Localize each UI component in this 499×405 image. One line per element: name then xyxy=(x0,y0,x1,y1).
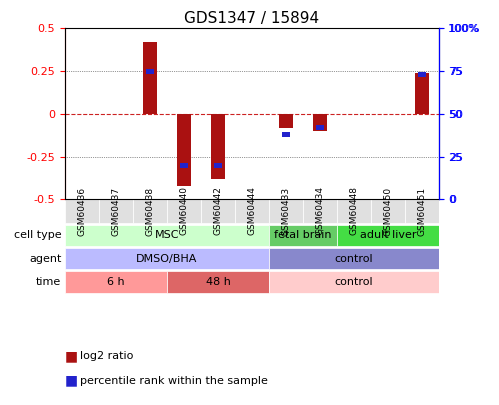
Text: GSM60437: GSM60437 xyxy=(111,186,120,236)
Bar xyxy=(180,162,188,168)
FancyBboxPatch shape xyxy=(99,199,133,223)
Text: ■: ■ xyxy=(65,374,78,388)
Text: GSM60450: GSM60450 xyxy=(384,186,393,236)
FancyBboxPatch shape xyxy=(337,225,439,246)
Text: GSM60433: GSM60433 xyxy=(281,186,290,236)
FancyBboxPatch shape xyxy=(269,199,303,223)
Text: log2 ratio: log2 ratio xyxy=(80,352,133,361)
Bar xyxy=(415,73,429,114)
Bar xyxy=(313,114,327,131)
Text: control: control xyxy=(335,277,373,287)
Text: GSM60448: GSM60448 xyxy=(350,186,359,235)
FancyBboxPatch shape xyxy=(235,199,269,223)
FancyBboxPatch shape xyxy=(269,248,439,269)
Bar xyxy=(418,72,426,77)
FancyBboxPatch shape xyxy=(65,248,269,269)
Text: GSM60440: GSM60440 xyxy=(180,186,189,235)
FancyBboxPatch shape xyxy=(201,199,235,223)
FancyBboxPatch shape xyxy=(167,199,201,223)
Text: fetal brain: fetal brain xyxy=(274,230,332,240)
Text: cell type: cell type xyxy=(14,230,61,240)
FancyBboxPatch shape xyxy=(405,199,439,223)
Text: GSM60438: GSM60438 xyxy=(145,186,154,236)
Text: DMSO/BHA: DMSO/BHA xyxy=(136,254,198,264)
FancyBboxPatch shape xyxy=(65,225,269,246)
Text: 48 h: 48 h xyxy=(206,277,231,287)
FancyBboxPatch shape xyxy=(133,199,167,223)
Text: ■: ■ xyxy=(65,350,78,363)
Bar xyxy=(211,114,225,179)
Bar xyxy=(214,162,222,168)
FancyBboxPatch shape xyxy=(269,225,337,246)
FancyBboxPatch shape xyxy=(65,199,99,223)
Title: GDS1347 / 15894: GDS1347 / 15894 xyxy=(185,11,319,26)
Text: adult liver: adult liver xyxy=(360,230,416,240)
Text: GSM60451: GSM60451 xyxy=(418,186,427,236)
Bar xyxy=(146,68,154,74)
Text: 6 h: 6 h xyxy=(107,277,125,287)
FancyBboxPatch shape xyxy=(167,271,269,292)
Text: GSM60442: GSM60442 xyxy=(214,187,223,235)
Text: GSM60444: GSM60444 xyxy=(248,187,256,235)
Bar xyxy=(282,132,290,137)
Bar xyxy=(177,114,191,185)
Text: GSM60434: GSM60434 xyxy=(315,186,324,235)
FancyBboxPatch shape xyxy=(371,199,405,223)
Bar xyxy=(143,42,157,114)
Text: agent: agent xyxy=(29,254,61,264)
Bar xyxy=(279,114,293,128)
FancyBboxPatch shape xyxy=(65,271,167,292)
Text: control: control xyxy=(335,254,373,264)
Text: percentile rank within the sample: percentile rank within the sample xyxy=(80,376,268,386)
Text: time: time xyxy=(36,277,61,287)
Text: MSC: MSC xyxy=(155,230,179,240)
FancyBboxPatch shape xyxy=(337,199,371,223)
Text: GSM60436: GSM60436 xyxy=(77,186,86,236)
FancyBboxPatch shape xyxy=(269,271,439,292)
FancyBboxPatch shape xyxy=(303,199,337,223)
Bar xyxy=(316,125,324,130)
